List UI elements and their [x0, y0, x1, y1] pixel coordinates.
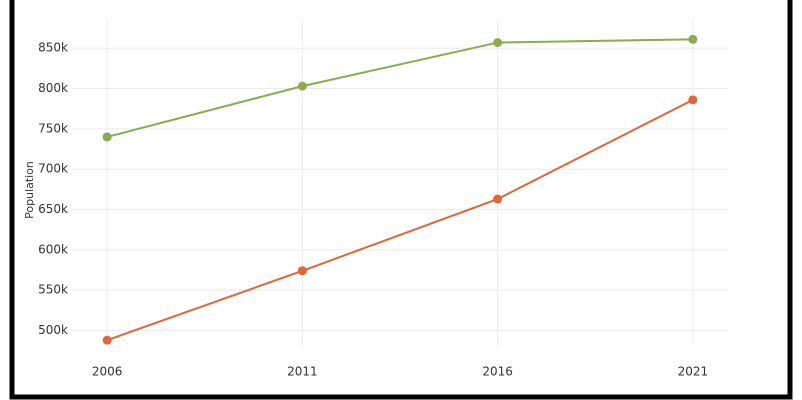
x-tick-label: 2021	[678, 365, 709, 379]
series-line	[106, 98, 694, 342]
x-tick-label: 2016	[482, 365, 513, 379]
y-tick-label: 650k	[38, 202, 68, 216]
grid: 500k 550k 600k 650k 700k 750k 800k 850k 2006 2011…	[38, 20, 728, 379]
point	[493, 38, 503, 48]
y-tick-label: 550k	[38, 283, 68, 297]
series-line	[106, 38, 693, 138]
x-tick-label: 2011	[287, 365, 318, 379]
point	[493, 194, 503, 204]
y-tick-label: 850k	[38, 41, 68, 55]
y-axis-label: Population	[23, 161, 36, 219]
point	[297, 81, 307, 91]
point	[102, 335, 112, 345]
point	[688, 34, 698, 44]
y-tick-label: 750k	[38, 121, 68, 135]
y-tick-label: 700k	[38, 162, 68, 176]
y-tick-label: 500k	[38, 323, 68, 337]
y-tick-label: 800k	[38, 81, 68, 95]
plot	[102, 34, 698, 345]
point	[688, 95, 698, 105]
point	[102, 132, 112, 142]
y-tick-label: 600k	[38, 242, 68, 256]
x-tick-label: 2006	[92, 365, 123, 379]
card-frame	[9, 0, 793, 400]
point	[297, 266, 307, 276]
